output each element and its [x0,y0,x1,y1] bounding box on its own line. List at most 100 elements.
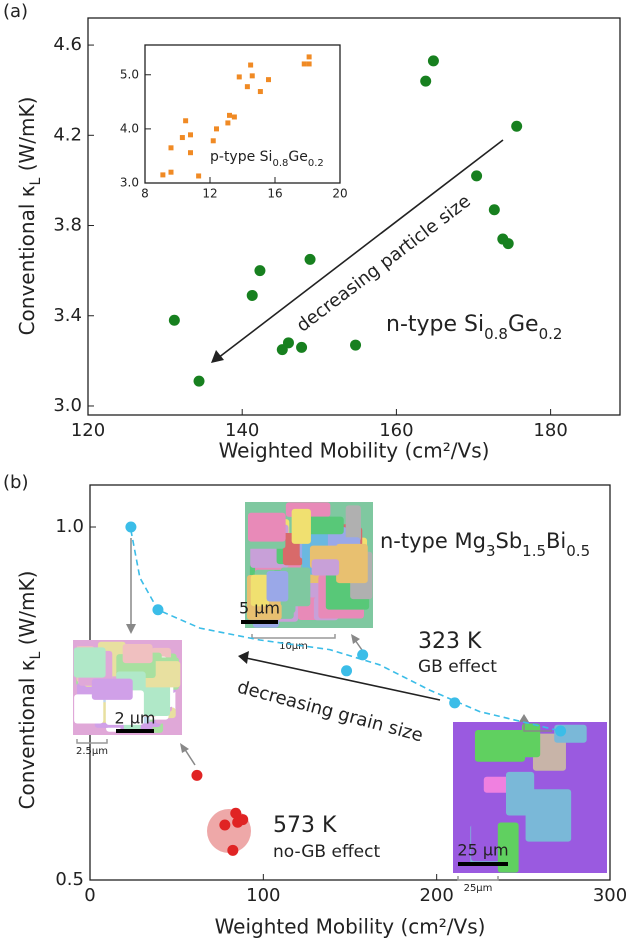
arrowhead [238,651,249,664]
data-point [511,120,523,132]
panel-label: (a) [3,1,28,22]
data-point [341,665,353,677]
data-point [214,126,219,132]
data-point [257,89,263,95]
scale-bracket [76,739,108,744]
data-point [168,145,174,151]
series-note: GB effect [418,657,497,677]
grain [497,822,519,873]
data-point [160,172,166,178]
data-point [168,314,180,326]
data-point [420,75,432,87]
x-tick-label: 200 [419,885,453,906]
y-tick-label: 3.4 [53,305,82,326]
x-tick-label: 180 [533,420,567,441]
x-tick-label: 120 [71,420,105,441]
data-point [179,135,185,141]
grain [474,729,526,762]
data-point [350,339,362,351]
x-tick-label: 0 [84,885,95,906]
data-point [231,114,237,120]
x-tick-label: 100 [246,885,280,906]
data-point [196,173,202,179]
scale-bar-label: 25 μm [457,841,508,860]
y-axis-label-part: (W/mK) [15,571,39,652]
series-label: 323 K [418,629,482,654]
data-point [301,61,307,67]
data-point [357,649,369,661]
grain [74,694,104,724]
inset-bg [145,45,340,183]
series-label: 573 K [273,813,337,838]
series-label-part: n-type Si [386,312,484,337]
x-tick-label: 300 [593,885,627,906]
data-point [183,118,189,124]
data-point [168,169,174,175]
data-point [227,112,232,118]
series-label-part: 0.8 [484,325,508,343]
series-label-part: 0.2 [539,325,563,343]
y-axis-label-part: Conventional κ [15,185,39,335]
pointer-head [180,743,189,753]
data-point [282,337,294,349]
data-point [248,62,254,68]
x-tick-label: 12 [202,186,217,200]
chart-title-part: Sb [495,529,522,553]
data-point [188,150,193,156]
y-tick-label: 4.6 [53,34,82,55]
x-axis-label: Weighted Mobility (cm²/Vs) [215,915,486,939]
grain [247,512,286,542]
pointer-head [519,714,529,722]
data-point [227,844,239,856]
scale-bar-label: 5 μm [239,599,280,618]
data-point [254,265,266,277]
data-point [244,84,250,90]
y-tick-label: 4.0 [120,121,139,135]
arrow [217,139,504,359]
chart-title-part: 3 [486,542,496,560]
data-point [246,289,258,301]
grain [345,505,361,542]
grain [138,680,171,716]
x-tick-label: 20 [332,186,347,200]
data-point [219,819,231,831]
y-tick-label: 3.0 [120,176,139,190]
data-point [188,132,193,138]
y-axis-label-part: L [28,177,44,185]
series-label-part: Ge [288,149,307,165]
pointer-head [351,634,360,644]
series-label: p-type Si0.8Ge0.2 [210,149,324,169]
grain [521,723,541,758]
data-point [502,238,514,250]
y-axis-label: Conventional κL (W/mK) [15,571,45,810]
grain [311,559,340,576]
grain [91,678,133,700]
chart-title-part: n-type Mg [380,529,486,553]
chart-title-part: Bi [546,529,566,553]
series-label: n-type Si0.8Ge0.2 [386,312,562,343]
data-point [225,120,231,126]
data-point [236,74,242,80]
y-axis-label-part: L [28,651,44,659]
arrowhead [211,350,224,363]
x-axis-label: Weighted Mobility (cm²/Vs) [219,439,490,463]
y-axis-label: Conventional κL (W/mK) [15,97,45,336]
data-point [306,54,312,60]
scale-bracket [251,634,336,639]
y-tick-label: 3.0 [53,395,82,416]
data-point [471,170,483,182]
plot-frame [87,17,621,416]
data-point [304,253,316,265]
data-point [427,55,439,67]
data-point [210,138,216,144]
y-tick-label: 4.2 [53,124,82,145]
x-tick-label: 8 [141,186,149,200]
data-point [152,604,164,616]
scale-bar-label: 2 μm [114,709,155,728]
panel-label: (b) [3,472,28,493]
x-tick-label: 160 [379,420,413,441]
series-label-part: 0.2 [308,158,324,169]
y-axis-label-part: Conventional κ [15,659,39,809]
